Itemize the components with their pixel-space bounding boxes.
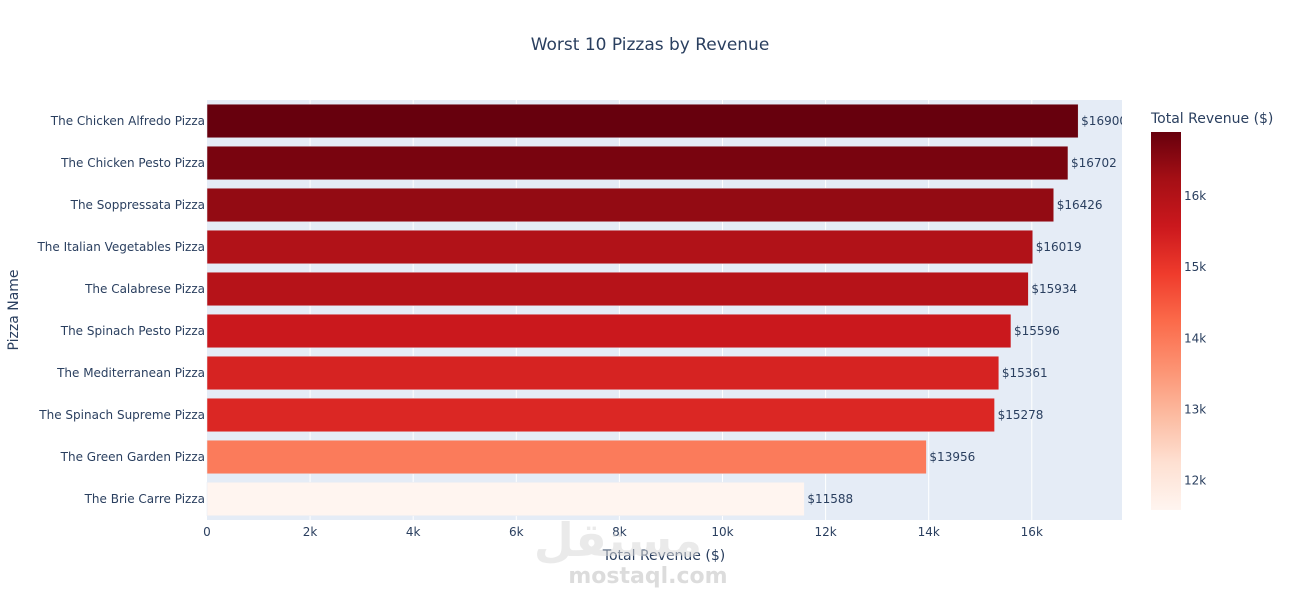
watermark: مستقل mostaql.com <box>534 513 728 589</box>
bar <box>206 397 995 433</box>
colorbar <box>1151 132 1181 510</box>
bar-data-label: $16426 <box>1057 198 1103 212</box>
y-tick-label: The Soppressata Pizza <box>70 198 205 212</box>
bar <box>206 271 1029 307</box>
bar <box>206 187 1054 223</box>
x-tick-label: 0 <box>203 525 211 539</box>
chart-title: Worst 10 Pizzas by Revenue <box>531 35 770 55</box>
x-tick-label: 14k <box>918 525 940 539</box>
y-tick-label: The Italian Vegetables Pizza <box>36 240 205 254</box>
y-tick-label: The Chicken Alfredo Pizza <box>50 114 205 128</box>
y-tick-label: The Brie Carre Pizza <box>84 492 205 506</box>
bar <box>206 481 805 517</box>
x-tick-label: 4k <box>406 525 421 539</box>
bars <box>206 103 1079 517</box>
colorbar-tick-label: 13k <box>1184 403 1206 417</box>
bar-data-label: $16702 <box>1071 156 1117 170</box>
colorbar-ticks: 12k 13k 14k 15k 16k <box>1184 189 1206 488</box>
bar <box>206 145 1069 181</box>
x-axis-title: Total Revenue ($) <box>602 548 725 564</box>
bar <box>206 313 1012 349</box>
colorbar-tick-label: 12k <box>1184 474 1206 488</box>
bar-data-label: $16019 <box>1036 240 1082 254</box>
colorbar-tick-label: 16k <box>1184 189 1206 203</box>
bar <box>206 355 1000 391</box>
bar-data-label: $13956 <box>929 450 975 464</box>
y-axis-title: Pizza Name <box>6 269 22 350</box>
x-tick-label: 10k <box>711 525 733 539</box>
y-tick-label: The Green Garden Pizza <box>60 450 205 464</box>
bar-data-label: $11588 <box>807 492 853 506</box>
y-tick-label: The Spinach Pesto Pizza <box>60 324 205 338</box>
x-tick-label: 8k <box>612 525 627 539</box>
x-tick-label: 16k <box>1021 525 1043 539</box>
y-tick-labels: The Chicken Alfredo Pizza The Chicken Pes… <box>36 114 205 506</box>
x-tick-label: 2k <box>303 525 318 539</box>
bar-data-label: $15278 <box>998 408 1044 422</box>
watermark-site: mostaql.com <box>568 564 727 589</box>
bar-data-label: $16900 <box>1081 114 1127 128</box>
x-tick-labels: 0 2k 4k 6k 8k 10k 12k 14k 16k <box>203 525 1043 539</box>
watermark-logo: مستقل <box>534 513 702 567</box>
x-tick-label: 12k <box>814 525 836 539</box>
bar <box>206 103 1079 139</box>
x-tick-label: 6k <box>509 525 524 539</box>
y-tick-label: The Chicken Pesto Pizza <box>60 156 205 170</box>
bar <box>206 229 1034 265</box>
data-labels: $16900 $16702 $16426 $16019 $15934 $15596 $153… <box>807 114 1127 506</box>
y-tick-label: The Mediterranean Pizza <box>56 366 205 380</box>
bar-data-label: $15596 <box>1014 324 1060 338</box>
bar <box>206 439 927 475</box>
colorbar-tick-label: 14k <box>1184 331 1206 345</box>
colorbar-title: Total Revenue ($) <box>1150 111 1273 127</box>
bar-data-label: $15934 <box>1031 282 1077 296</box>
y-tick-label: The Calabrese Pizza <box>84 282 205 296</box>
bar-data-label: $15361 <box>1002 366 1048 380</box>
y-tick-label: The Spinach Supreme Pizza <box>38 408 205 422</box>
colorbar-tick-label: 15k <box>1184 260 1206 274</box>
